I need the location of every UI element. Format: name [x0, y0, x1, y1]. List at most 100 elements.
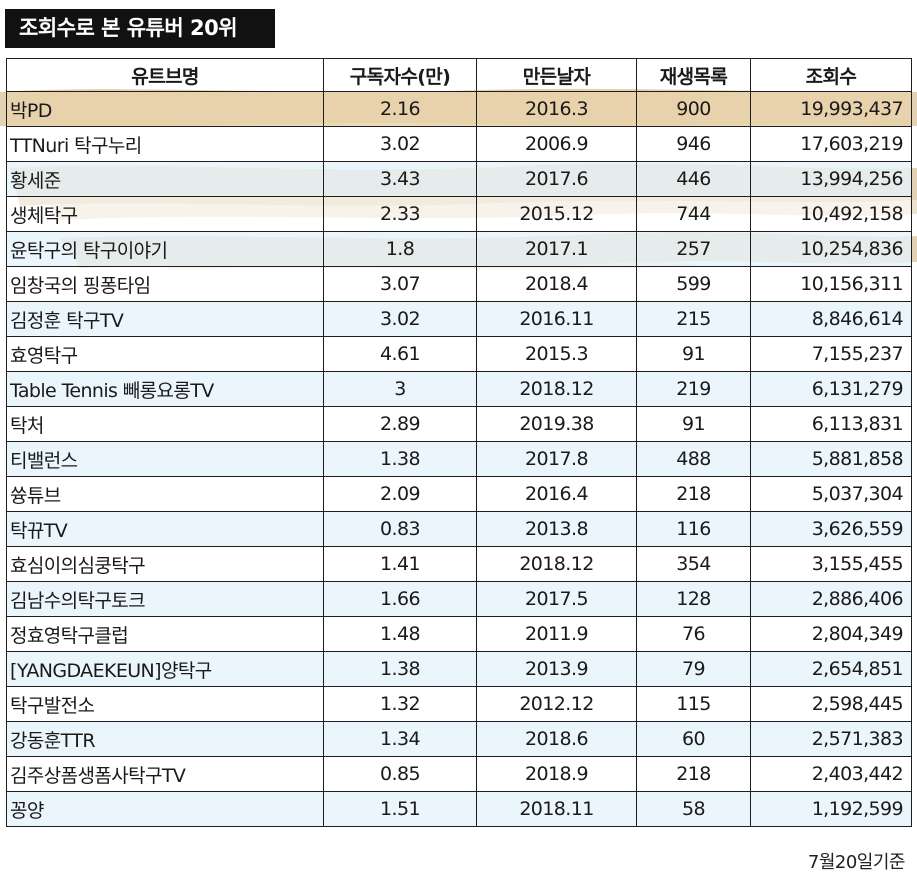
cell-playlist: 91: [636, 406, 751, 442]
table-row: TTNuri 탁구누리 3.02 2006.9 946 17,603,219: [6, 126, 912, 162]
cell-subscribers: 3: [323, 371, 477, 407]
cell-views: 2,654,851: [750, 651, 912, 687]
cell-playlist: 116: [636, 511, 751, 547]
cell-playlist: 446: [636, 161, 751, 197]
cell-playlist: 128: [636, 581, 751, 617]
cell-created: 2016.3: [476, 91, 637, 127]
cell-subscribers: 3.02: [323, 301, 477, 337]
page-title: 조회수로 본 유튜버 20위: [5, 9, 275, 48]
cell-views: 2,598,445: [750, 686, 912, 722]
table-row: 생체탁구 2.33 2015.12 744 10,492,158: [6, 196, 912, 232]
cell-views: 17,603,219: [750, 126, 912, 162]
cell-playlist: 215: [636, 301, 751, 337]
cell-created: 2013.9: [476, 651, 637, 687]
cell-views: 3,626,559: [750, 511, 912, 547]
cell-views: 10,254,836: [750, 231, 912, 267]
youtuber-ranking-table: 유트브명 구독자수(만) 만든날자 재생목록 조회수 박PD 2.16 2016.3…: [6, 58, 912, 827]
cell-views: 2,571,383: [750, 721, 912, 757]
cell-name: [YANGDAEKEUN]양탁구: [6, 651, 324, 687]
header-views: 조회수: [750, 58, 912, 92]
cell-created: 2018.9: [476, 756, 637, 792]
cell-created: 2019.38: [476, 406, 637, 442]
cell-subscribers: 0.85: [323, 756, 477, 792]
cell-views: 2,403,442: [750, 756, 912, 792]
table-row: 황세준 3.43 2017.6 446 13,994,256: [6, 161, 912, 197]
table-row: 쓩튜브 2.09 2016.4 218 5,037,304: [6, 476, 912, 512]
header-subscribers: 구독자수(만): [323, 58, 477, 92]
cell-views: 10,156,311: [750, 266, 912, 302]
cell-created: 2012.12: [476, 686, 637, 722]
cell-subscribers: 1.34: [323, 721, 477, 757]
cell-created: 2017.8: [476, 441, 637, 477]
cell-name: TTNuri 탁구누리: [6, 126, 324, 162]
table-row: 효영탁구 4.61 2015.3 91 7,155,237: [6, 336, 912, 372]
cell-name: 임창국의 핑퐁타임: [6, 266, 324, 302]
table-row: 김정훈 탁구TV 3.02 2016.11 215 8,846,614: [6, 301, 912, 337]
cell-playlist: 744: [636, 196, 751, 232]
cell-views: 10,492,158: [750, 196, 912, 232]
cell-playlist: 946: [636, 126, 751, 162]
cell-playlist: 354: [636, 546, 751, 582]
cell-created: 2018.12: [476, 546, 637, 582]
header-name: 유트브명: [6, 58, 324, 92]
cell-name: 효영탁구: [6, 336, 324, 372]
cell-subscribers: 0.83: [323, 511, 477, 547]
cell-views: 2,804,349: [750, 616, 912, 652]
cell-created: 2011.9: [476, 616, 637, 652]
cell-created: 2017.5: [476, 581, 637, 617]
table-row: [YANGDAEKEUN]양탁구 1.38 2013.9 79 2,654,851: [6, 651, 912, 687]
cell-name: 윤탁구의 탁구이야기: [6, 231, 324, 267]
cell-views: 6,113,831: [750, 406, 912, 442]
table-row: 탁처 2.89 2019.38 91 6,113,831: [6, 406, 912, 442]
cell-subscribers: 3.02: [323, 126, 477, 162]
cell-views: 6,131,279: [750, 371, 912, 407]
table-header-row: 유트브명 구독자수(만) 만든날자 재생목록 조회수: [6, 58, 912, 92]
cell-created: 2018.6: [476, 721, 637, 757]
cell-views: 1,192,599: [750, 791, 912, 827]
table-row: 탁뀨TV 0.83 2013.8 116 3,626,559: [6, 511, 912, 547]
cell-subscribers: 2.16: [323, 91, 477, 127]
cell-created: 2017.6: [476, 161, 637, 197]
cell-subscribers: 2.09: [323, 476, 477, 512]
cell-name: 김주상폼생폼사탁구TV: [6, 756, 324, 792]
cell-name: 티밸런스: [6, 441, 324, 477]
cell-name: 박PD: [6, 91, 324, 127]
cell-playlist: 76: [636, 616, 751, 652]
table-row: 박PD 2.16 2016.3 900 19,993,437: [6, 91, 912, 127]
cell-playlist: 218: [636, 756, 751, 792]
cell-created: 2018.12: [476, 371, 637, 407]
header-created: 만든날자: [476, 58, 637, 92]
cell-created: 2013.8: [476, 511, 637, 547]
cell-subscribers: 1.8: [323, 231, 477, 267]
cell-views: 13,994,256: [750, 161, 912, 197]
cell-views: 8,846,614: [750, 301, 912, 337]
cell-playlist: 58: [636, 791, 751, 827]
cell-name: 꽁양: [6, 791, 324, 827]
cell-name: 강동훈TTR: [6, 721, 324, 757]
cell-views: 5,881,858: [750, 441, 912, 477]
cell-views: 19,993,437: [750, 91, 912, 127]
cell-name: 탁뀨TV: [6, 511, 324, 547]
cell-views: 5,037,304: [750, 476, 912, 512]
cell-created: 2006.9: [476, 126, 637, 162]
cell-name: 김정훈 탁구TV: [6, 301, 324, 337]
header-playlist: 재생목록: [636, 58, 751, 92]
table-row: 임창국의 핑퐁타임 3.07 2018.4 599 10,156,311: [6, 266, 912, 302]
cell-subscribers: 1.48: [323, 616, 477, 652]
cell-name: 탁처: [6, 406, 324, 442]
cell-name: 황세준: [6, 161, 324, 197]
cell-name: Table Tennis 빼롱요롱TV: [6, 371, 324, 407]
cell-playlist: 115: [636, 686, 751, 722]
cell-subscribers: 1.38: [323, 651, 477, 687]
table-row: 강동훈TTR 1.34 2018.6 60 2,571,383: [6, 721, 912, 757]
cell-name: 효심이의심쿵탁구: [6, 546, 324, 582]
cell-playlist: 219: [636, 371, 751, 407]
cell-created: 2018.11: [476, 791, 637, 827]
cell-subscribers: 1.41: [323, 546, 477, 582]
cell-playlist: 60: [636, 721, 751, 757]
cell-subscribers: 4.61: [323, 336, 477, 372]
cell-playlist: 599: [636, 266, 751, 302]
cell-created: 2016.4: [476, 476, 637, 512]
table-row: 김남수의탁구토크 1.66 2017.5 128 2,886,406: [6, 581, 912, 617]
cell-subscribers: 2.89: [323, 406, 477, 442]
